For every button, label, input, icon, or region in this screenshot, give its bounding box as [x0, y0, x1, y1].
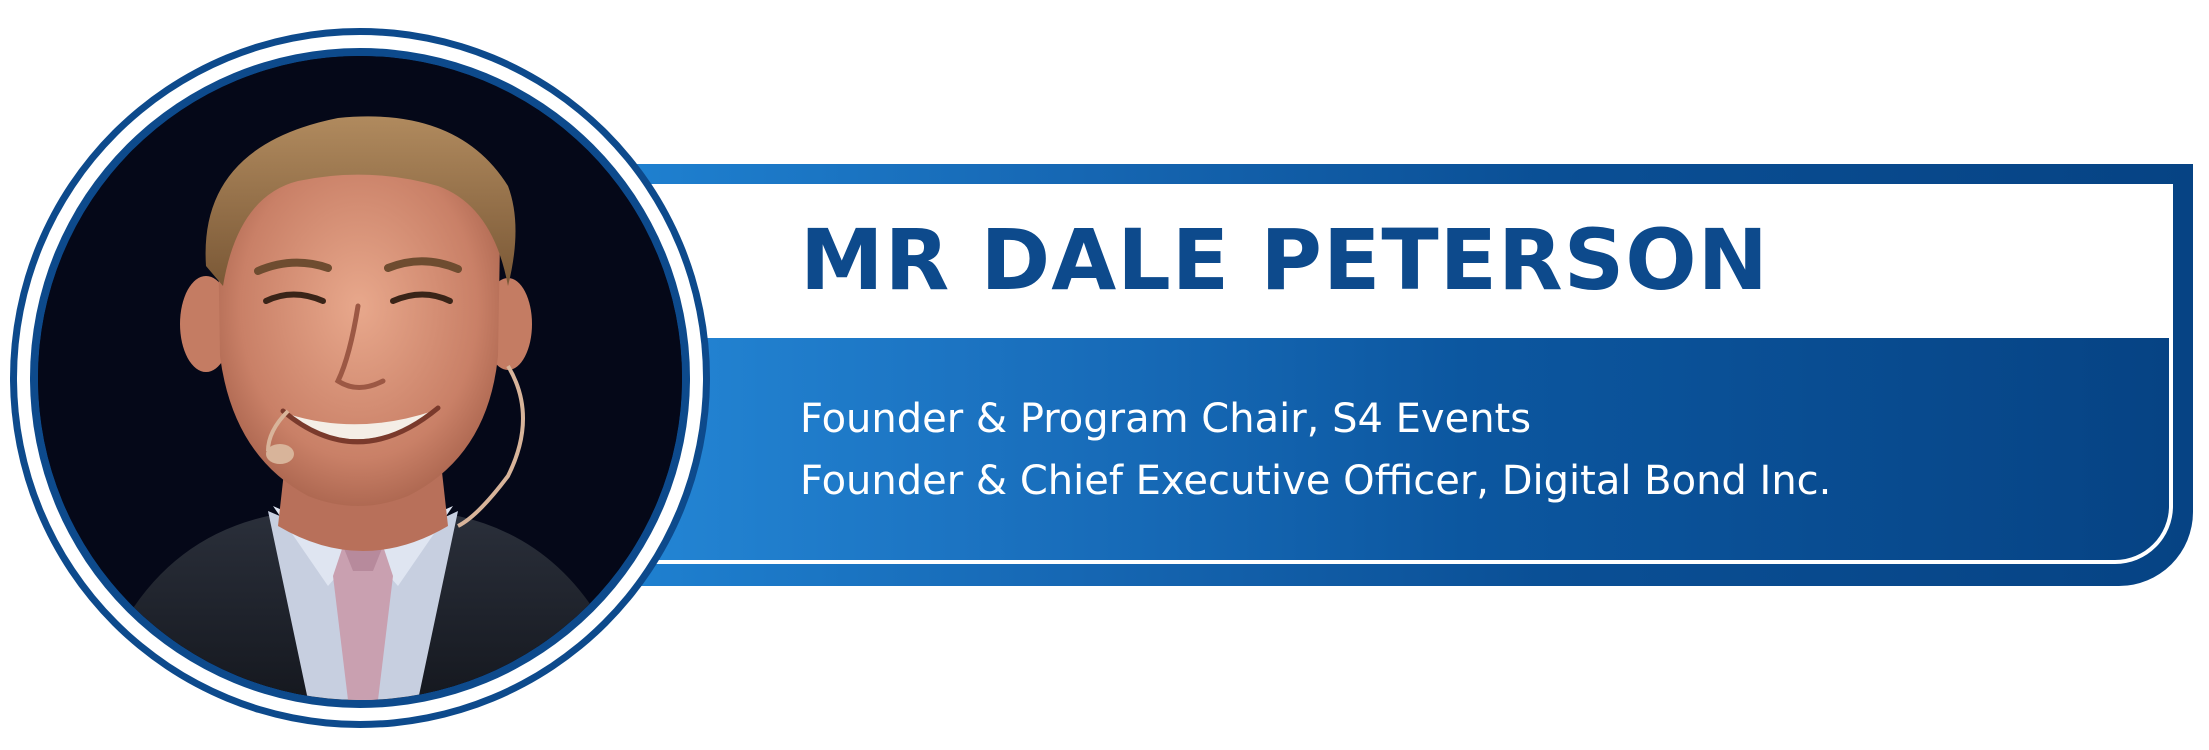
- speaker-photo-illustration: [38, 56, 682, 700]
- speaker-photo: [38, 56, 682, 700]
- speaker-title-2: Founder & Chief Executive Officer, Digit…: [800, 458, 1832, 504]
- name-panel: [600, 188, 2169, 338]
- speaker-titles: Founder & Program Chair, S4 Events Found…: [800, 388, 1831, 512]
- banner-inner-border: [600, 184, 2173, 564]
- titles-panel: [600, 338, 2169, 560]
- speaker-title-1: Founder & Program Chair, S4 Events: [800, 396, 1532, 442]
- speaker-name: MR DALE PETERSON: [800, 211, 1769, 309]
